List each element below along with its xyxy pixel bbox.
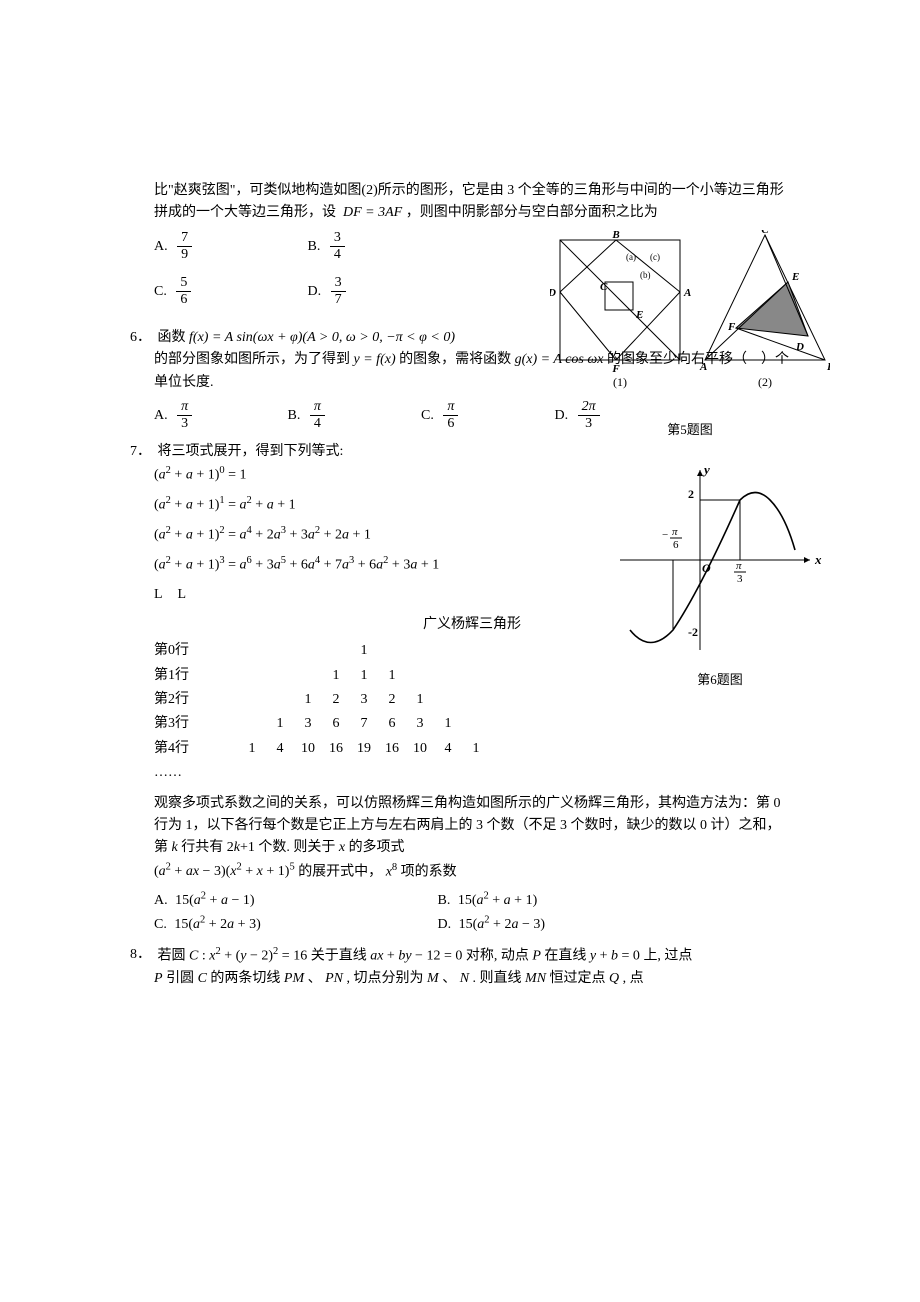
q8-block: 8． 若圆 C : x2 + (y − 2)2 = 16 关于直线 ax + b… (130, 944, 790, 990)
q7-opt-A: A. 15(a2 + a − 1) (154, 888, 434, 912)
q5-opt-C: C. 56 (154, 274, 304, 309)
pascal-row-nums: 14101619161041 (214, 738, 514, 760)
q6-func-def: f(x) = A sin(ωx + φ)(A > 0, ω > 0, −π < … (189, 330, 455, 345)
q6-target: y = f(x) (354, 352, 396, 367)
svg-text:(a): (a) (626, 252, 636, 262)
q7-poly: (a2 + ax − 3)(x2 + x + 1)5 (154, 864, 295, 879)
opt-letter-C: C. (154, 284, 167, 299)
svg-text:π: π (672, 526, 678, 538)
svg-text:O: O (702, 561, 711, 575)
q7-opt-B: B. 15(a2 + a + 1) (438, 888, 718, 912)
svg-text:D: D (550, 287, 556, 299)
q6-opt-A: A. π3 (154, 398, 284, 433)
svg-text:x: x (814, 552, 822, 567)
q5-text: 比"赵爽弦图"，可类似地构造如图(2)所示的图形，它是由 3 个全等的三角形与中… (154, 180, 790, 225)
svg-text:(2): (2) (758, 375, 772, 389)
pascal-row-nums: 1367631 (214, 713, 514, 735)
q5-opt-A: A. 79 (154, 229, 304, 264)
pascal-row-label: 第0行 (154, 640, 214, 662)
q5-figure-caption: 第5题图 (550, 420, 830, 441)
q5-condition: DF = 3AF (343, 205, 402, 220)
q5-figure-cluster: B D A C E F (a) (b) (c) (1) C A B (550, 230, 830, 441)
pascal-row-nums: 12321 (214, 689, 514, 711)
pascal-row-label: 第3行 (154, 713, 214, 735)
svg-text:-2: -2 (688, 625, 698, 639)
q6-text-1: 函数 (158, 330, 186, 345)
q6-number: 6． (130, 327, 154, 349)
pascal-row-label: 第1行 (154, 665, 214, 687)
q7-number: 7． (130, 441, 154, 463)
svg-text:(b): (b) (640, 270, 651, 280)
svg-text:E: E (791, 271, 799, 283)
pascal-row-nums: 111 (214, 665, 514, 687)
opt-letter-A: A. (154, 239, 168, 254)
svg-text:C: C (600, 281, 608, 293)
q7-ellipsis: …… (154, 762, 790, 784)
opt-letter-D: D. (308, 284, 322, 299)
svg-text:(c): (c) (650, 252, 660, 262)
pascal-row-label: 第2行 (154, 689, 214, 711)
q5-figures-svg: B D A C E F (a) (b) (c) (1) C A B (550, 230, 830, 410)
svg-text:2: 2 (688, 487, 694, 501)
svg-text:A: A (683, 287, 691, 299)
svg-text:C: C (761, 230, 769, 236)
pascal-row: 第4行14101619161041 (154, 738, 790, 760)
q6-figure: x y 2 -2 O − π 6 π 3 第6题图 (610, 460, 830, 691)
svg-text:3: 3 (737, 573, 743, 585)
q6-text-2: 的部分图象如图所示，为了得到 (154, 352, 350, 367)
q6-opt-C: C. π6 (421, 398, 551, 433)
q6-text-3: 的图象，需将函数 (399, 352, 511, 367)
opt-letter-B: B. (308, 239, 321, 254)
q6-graph-svg: x y 2 -2 O − π 6 π 3 (610, 460, 830, 660)
q8-circle: C (189, 949, 198, 964)
q7-intro: 将三项式展开，得到下列等式: (158, 444, 344, 459)
svg-text:A: A (699, 361, 707, 373)
svg-text:F: F (727, 321, 736, 333)
pascal-row-label: 第4行 (154, 738, 214, 760)
svg-text:F: F (611, 363, 620, 375)
svg-text:B: B (611, 230, 619, 241)
pascal-row-nums: 1 (214, 640, 514, 662)
q5-opt-B: B. 34 (308, 229, 458, 264)
q7-opt-D: D. 15(a2 + 2a − 3) (438, 912, 718, 936)
q5-opt-D: D. 37 (308, 274, 458, 309)
q8-number: 8． (130, 944, 154, 966)
svg-text:D: D (795, 341, 804, 353)
q7-para: 观察多项式系数之间的关系，可以仿照杨辉三角构造如图所示的广义杨辉三角形，其构造方… (154, 793, 790, 884)
svg-text:B: B (826, 361, 830, 373)
svg-text:−: − (662, 529, 668, 541)
svg-text:6: 6 (673, 539, 679, 551)
q6-opt-B: B. π4 (288, 398, 418, 433)
pascal-row: 第2行12321 (154, 689, 790, 711)
svg-text:π: π (736, 560, 742, 572)
svg-text:(1): (1) (613, 375, 627, 389)
q6-figure-caption: 第6题图 (610, 670, 830, 691)
pascal-row: 第3行1367631 (154, 713, 790, 735)
q5-cont: ，则图中阴影部分与空白部分面积之比为 (406, 205, 658, 220)
svg-text:y: y (702, 462, 710, 477)
q7-opt-C: C. 15(a2 + 2a + 3) (154, 912, 434, 936)
svg-text:E: E (635, 309, 643, 321)
q7-options: A. 15(a2 + a − 1) B. 15(a2 + a + 1) C. 1… (154, 888, 790, 936)
